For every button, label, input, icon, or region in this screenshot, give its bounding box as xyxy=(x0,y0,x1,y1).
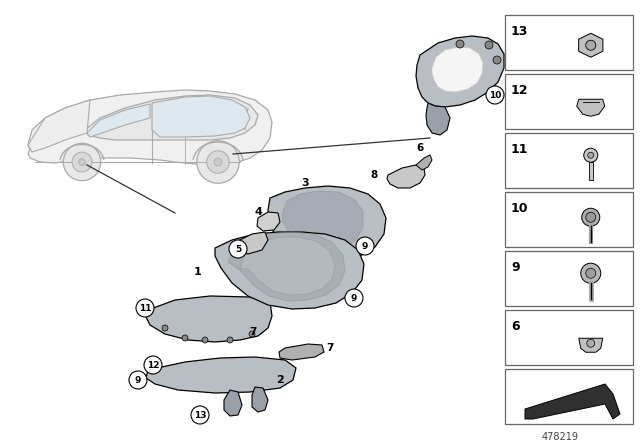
Text: 1: 1 xyxy=(194,267,202,277)
Text: 9: 9 xyxy=(511,261,520,274)
Polygon shape xyxy=(282,191,363,251)
Polygon shape xyxy=(577,99,605,116)
Polygon shape xyxy=(525,384,620,419)
Polygon shape xyxy=(28,90,272,165)
Polygon shape xyxy=(279,344,324,360)
Polygon shape xyxy=(28,100,90,152)
Circle shape xyxy=(584,148,598,162)
FancyBboxPatch shape xyxy=(505,74,633,129)
Polygon shape xyxy=(224,390,242,416)
Circle shape xyxy=(207,151,229,173)
Polygon shape xyxy=(228,232,345,301)
Circle shape xyxy=(191,406,209,424)
Circle shape xyxy=(129,371,147,389)
Circle shape xyxy=(162,325,168,331)
Polygon shape xyxy=(416,36,504,107)
Text: 9: 9 xyxy=(135,375,141,384)
Circle shape xyxy=(586,40,596,50)
Circle shape xyxy=(249,331,255,337)
Text: 13: 13 xyxy=(194,410,206,419)
Circle shape xyxy=(586,268,596,278)
Circle shape xyxy=(586,212,596,222)
Text: 4: 4 xyxy=(254,207,262,217)
Text: 5: 5 xyxy=(235,245,241,254)
Circle shape xyxy=(72,152,92,172)
Circle shape xyxy=(486,86,504,104)
Circle shape xyxy=(485,41,493,49)
Circle shape xyxy=(214,158,221,166)
Text: 11: 11 xyxy=(139,303,151,313)
Polygon shape xyxy=(432,47,483,92)
Text: 10: 10 xyxy=(489,90,501,99)
Text: 3: 3 xyxy=(301,178,309,188)
Text: 11: 11 xyxy=(511,143,529,156)
Circle shape xyxy=(356,237,374,255)
Circle shape xyxy=(587,339,595,347)
Circle shape xyxy=(63,143,100,181)
Text: 6: 6 xyxy=(511,320,520,333)
FancyBboxPatch shape xyxy=(505,251,633,306)
Circle shape xyxy=(493,56,501,64)
Circle shape xyxy=(202,337,208,343)
Text: 7: 7 xyxy=(250,327,257,337)
Circle shape xyxy=(182,335,188,341)
FancyBboxPatch shape xyxy=(505,192,633,247)
Circle shape xyxy=(580,263,601,283)
Polygon shape xyxy=(146,357,296,393)
Text: 13: 13 xyxy=(511,25,529,38)
Text: 6: 6 xyxy=(417,143,424,153)
Text: 12: 12 xyxy=(511,84,529,97)
Polygon shape xyxy=(426,103,450,135)
Polygon shape xyxy=(152,96,250,137)
Polygon shape xyxy=(387,165,425,188)
FancyBboxPatch shape xyxy=(505,133,633,188)
Circle shape xyxy=(196,141,239,183)
Polygon shape xyxy=(146,296,272,342)
Polygon shape xyxy=(85,95,258,140)
Circle shape xyxy=(79,159,85,165)
Polygon shape xyxy=(87,104,150,137)
Polygon shape xyxy=(237,232,268,254)
Circle shape xyxy=(227,337,233,343)
FancyBboxPatch shape xyxy=(505,310,633,365)
FancyBboxPatch shape xyxy=(505,369,633,424)
Polygon shape xyxy=(268,186,386,261)
Text: 9: 9 xyxy=(351,293,357,302)
Polygon shape xyxy=(579,33,603,57)
Polygon shape xyxy=(215,232,364,309)
FancyBboxPatch shape xyxy=(505,15,633,70)
Text: 8: 8 xyxy=(371,170,378,180)
FancyBboxPatch shape xyxy=(589,162,593,180)
Circle shape xyxy=(345,289,363,307)
Circle shape xyxy=(144,356,162,374)
Polygon shape xyxy=(433,50,479,91)
Text: 9: 9 xyxy=(362,241,368,250)
Polygon shape xyxy=(579,338,603,352)
Text: 10: 10 xyxy=(511,202,529,215)
Polygon shape xyxy=(416,155,432,170)
Polygon shape xyxy=(252,387,268,412)
Text: 12: 12 xyxy=(147,361,159,370)
Circle shape xyxy=(582,208,600,226)
Text: 7: 7 xyxy=(326,343,333,353)
Circle shape xyxy=(136,299,154,317)
Polygon shape xyxy=(257,212,280,231)
Polygon shape xyxy=(240,237,335,295)
Text: 2: 2 xyxy=(276,375,284,385)
Circle shape xyxy=(456,40,464,48)
Text: 478219: 478219 xyxy=(541,432,579,442)
Circle shape xyxy=(229,240,247,258)
Circle shape xyxy=(588,152,594,158)
